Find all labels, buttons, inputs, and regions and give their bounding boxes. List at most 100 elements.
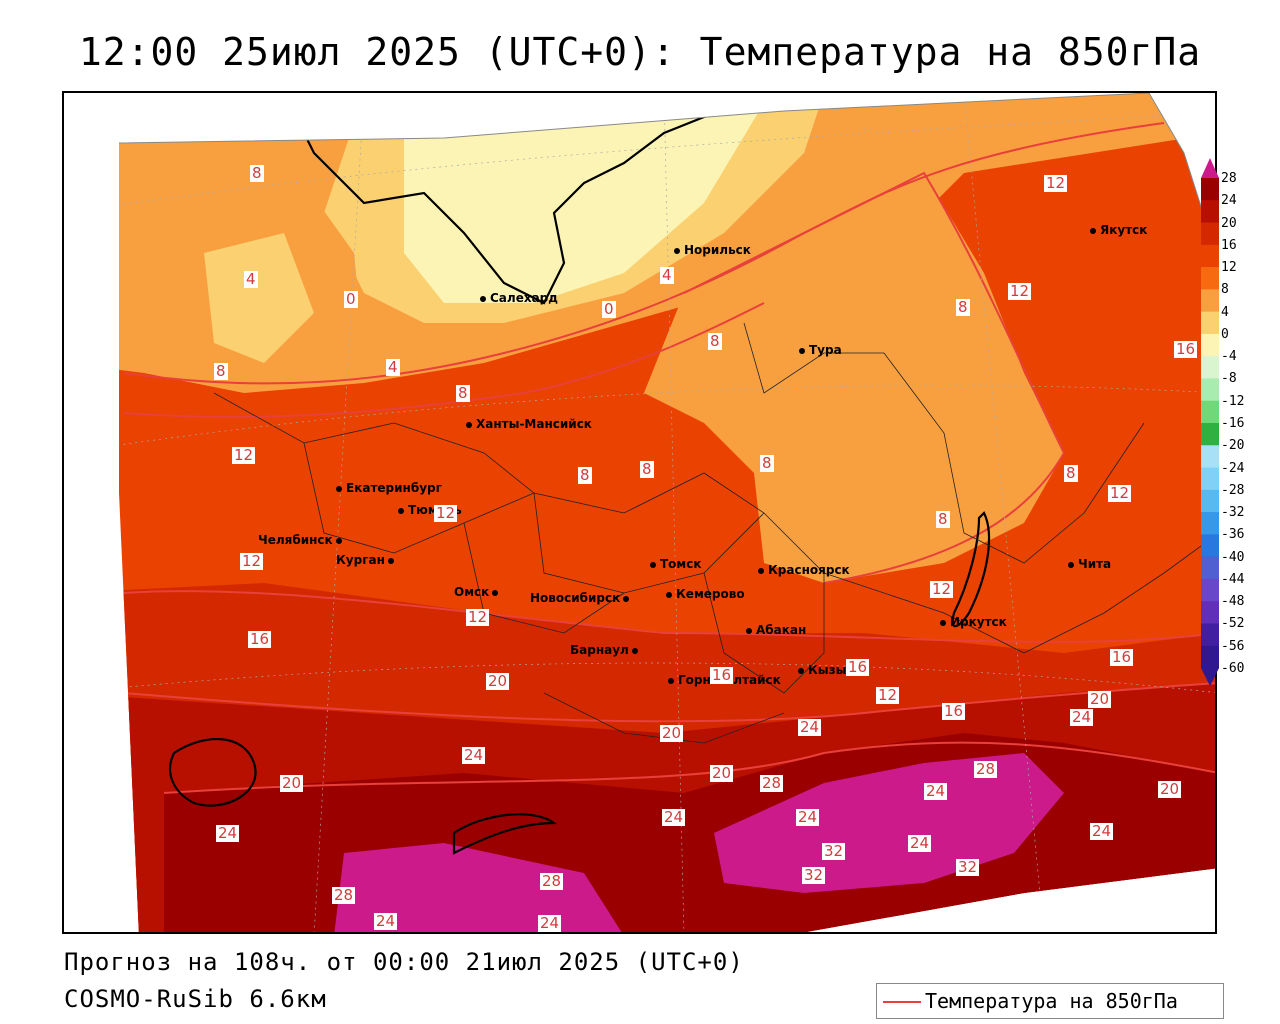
city-marker-icon [335,537,342,544]
isoline-label: 24 [374,912,398,930]
isoline-label: 24 [924,782,948,800]
city-salekhard: Салехард [480,291,558,305]
colorbar-swatch [1201,601,1219,624]
colorbar-bottom-arrow [1201,668,1219,686]
isoline-label: 24 [538,914,562,932]
isoline-label: 28 [974,760,998,778]
colorbar-tick-label: -56 [1221,638,1245,654]
colorbar-swatch [1201,311,1219,335]
forecast-info: Прогноз на 108ч. от 00:00 21июл 2025 (UT… [64,948,744,976]
colorbar-tick-label: 4 [1221,304,1229,320]
city-marker-icon [336,485,342,492]
colorbar-tick-label: 0 [1221,326,1229,342]
legend-label: Температура на 850гПа [925,989,1178,1013]
isoline-label: 12 [1108,484,1132,502]
colorbar-tick-label: -40 [1221,549,1245,565]
city-yakutsk: Якутск [1090,223,1147,237]
colorbar-swatch [1201,267,1219,290]
city-khanty-mansiysk: Ханты-Мансийск [466,417,592,431]
city-tomsk: Томск [650,557,702,571]
city-marker-icon [758,567,764,574]
colorbar-swatch [1201,534,1219,558]
city-kemerovo: Кемерово [666,587,745,601]
colorbar-swatch [1201,578,1219,602]
colorbar-tick-label: 24 [1221,193,1237,209]
isoline-label: 32 [802,866,826,884]
colorbar-swatch [1201,222,1219,246]
colorbar-tick-label: -8 [1221,371,1237,387]
isoline-label: 0 [344,290,358,308]
colorbar-tick-label: -52 [1221,616,1245,632]
colorbar: 28 24 20 16 12 8 4 0 -4 -8 -12 -16 -20 -24 -28 -32 -36 -4… [1200,158,1280,688]
colorbar-swatch [1201,467,1219,491]
legend: Температура на 850гПа [876,983,1224,1019]
colorbar-tick-label: -28 [1221,482,1245,498]
city-marker-icon [398,507,404,514]
isoline-label: 8 [640,460,654,478]
isoline-label: 4 [244,270,258,288]
city-chita: Чита [1068,557,1111,571]
isolines [123,122,1215,794]
model-info: COSMO-RuSib 6.6км [64,985,327,1013]
colorbar-swatch [1201,244,1219,268]
isoline-label: 32 [956,858,980,876]
isoline-label: 8 [708,332,722,350]
isoline-label: 20 [280,774,304,792]
map-canvas [118,93,1215,932]
isoline-label: 24 [216,824,240,842]
colorbar-tick-label: -60 [1221,661,1245,676]
city-marker-icon [387,557,394,564]
temperature-fill [119,93,1215,932]
city-norilsk: Норильск [674,243,751,257]
isoline-label: 0 [602,300,616,318]
isoline-label: 8 [760,454,774,472]
isoline-label: 12 [1044,174,1068,192]
colorbar-swatch [1201,178,1219,201]
colorbar-swatch [1201,423,1219,446]
isoline-label: 28 [540,872,564,890]
colorbar-tick-label: -4 [1221,349,1237,365]
isoline-label: 8 [956,298,970,316]
isoline-label: 4 [386,358,400,376]
colorbar-tick-label: -12 [1221,393,1245,409]
city-marker-icon [492,589,499,596]
city-omsk: Омск [454,585,502,599]
colorbar-swatches [1201,158,1219,686]
colorbar-swatch [1201,489,1219,513]
city-chelyabinsk: Челябинск [258,533,346,547]
isoline-label: 28 [332,886,356,904]
isoline-label: 4 [660,266,674,284]
colorbar-swatch [1201,356,1219,379]
isoline-label: 8 [456,384,470,402]
city-marker-icon [668,677,674,684]
city-marker-icon [480,295,486,302]
colorbar-swatch [1201,645,1219,669]
city-kurgan: Курган [336,553,398,567]
city-marker-icon [650,561,656,568]
city-marker-icon [666,591,672,598]
chart-title: 12:00 25июл 2025 (UTC+0): Температура на… [78,30,1202,74]
city-marker-icon [1090,227,1096,234]
isoline-label: 20 [1158,780,1182,798]
isoline-label: 28 [760,774,784,792]
isoline-label: 24 [462,746,486,764]
temperature-map: Норильск Салехард Якутск Тура Ханты-Манс… [62,91,1217,934]
isoline-label: 16 [710,666,734,684]
city-kyzyl: Кызыл [798,663,855,677]
colorbar-tick-label: 20 [1221,215,1237,231]
coastline [169,96,991,855]
isoline-label: 20 [1088,690,1112,708]
legend-line-swatch [883,1001,921,1003]
colorbar-tick-label: 12 [1221,260,1237,276]
city-marker-icon [674,247,680,254]
city-tura: Тура [799,343,842,357]
isoline-label: 16 [1174,340,1198,358]
city-marker-icon [466,421,472,428]
city-marker-icon [1068,561,1074,568]
colorbar-tick-label: -20 [1221,438,1245,454]
isoline-label: 24 [796,808,820,826]
isoline-label: 8 [214,362,228,380]
colorbar-top-arrow [1201,158,1219,178]
isoline-label: 12 [240,552,264,570]
colorbar-swatch [1201,200,1219,224]
